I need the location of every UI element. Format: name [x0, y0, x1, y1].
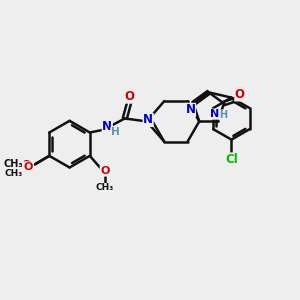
- Text: CH₃: CH₃: [96, 183, 114, 192]
- Text: N: N: [185, 103, 196, 116]
- Text: N: N: [143, 113, 153, 126]
- Text: O: O: [21, 160, 31, 170]
- Text: O: O: [124, 90, 134, 103]
- Text: N: N: [102, 120, 112, 133]
- Text: H: H: [111, 128, 120, 137]
- Text: CH₃: CH₃: [4, 169, 23, 178]
- Text: N: N: [210, 109, 219, 119]
- Text: O: O: [100, 166, 110, 176]
- Text: O: O: [24, 162, 33, 172]
- Text: Cl: Cl: [225, 153, 238, 166]
- Text: CH₃: CH₃: [4, 159, 23, 169]
- Text: H: H: [219, 110, 227, 120]
- Text: O: O: [235, 88, 245, 101]
